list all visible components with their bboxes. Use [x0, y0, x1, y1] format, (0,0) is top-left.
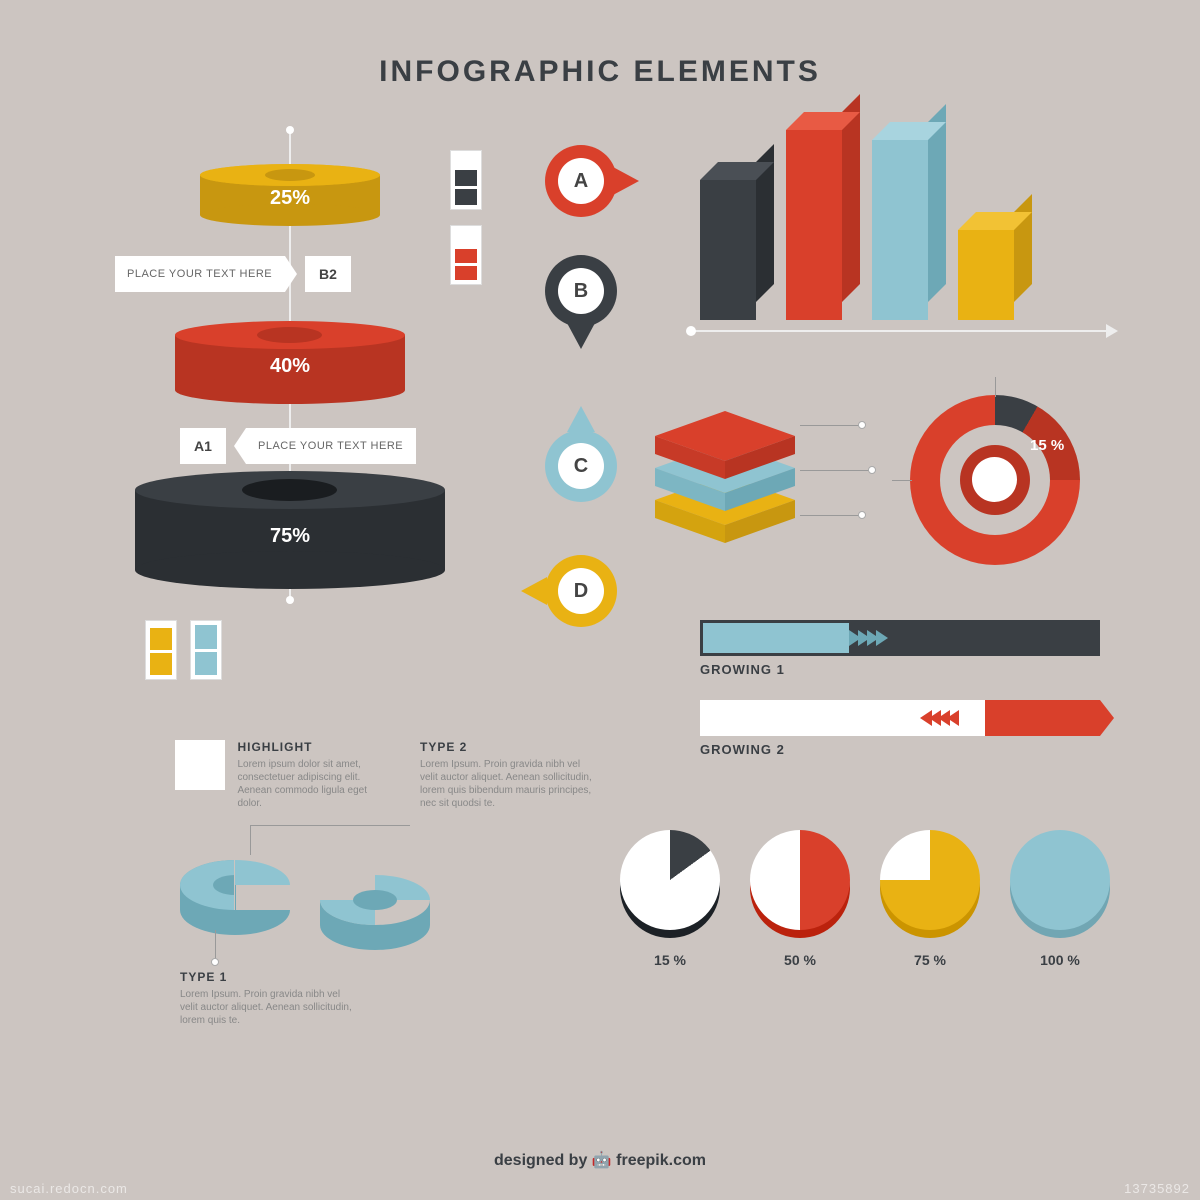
- iso-layers: [655, 405, 835, 570]
- progress-1-label: GROWING 1: [700, 662, 1100, 677]
- leader-2: [800, 470, 870, 471]
- radial-chart: 15 %: [910, 395, 1080, 565]
- radial-label: 15 %: [1030, 437, 1064, 454]
- watermark-right: 13735892: [1124, 1181, 1190, 1196]
- pie-1: 15 %: [620, 830, 720, 968]
- marker-d: D: [545, 555, 617, 627]
- marker-c: C: [545, 430, 617, 502]
- pointer-a1-text: PLACE YOUR TEXT HERE: [246, 428, 416, 464]
- type1-block: TYPE 1 Lorem Ipsum. Proin gravida nibh v…: [180, 970, 360, 1027]
- bar-2: [786, 130, 860, 320]
- minirect-4: [190, 620, 222, 680]
- minirect-2: [450, 225, 482, 285]
- disc-2-label: 40%: [175, 355, 405, 378]
- leader-1-dot: [858, 421, 866, 429]
- progress-2: GROWING 2: [700, 700, 1100, 757]
- bar-1: [700, 180, 774, 320]
- minirect-3: [145, 620, 177, 680]
- pie-2: 50 %: [750, 830, 850, 968]
- split-donut: [180, 840, 440, 985]
- type1-title: TYPE 1: [180, 970, 360, 984]
- pointer-b2-tag: B2: [305, 256, 351, 292]
- type2-body: Lorem Ipsum. Proin gravida nibh vel veli…: [420, 758, 600, 810]
- bar-axis-arrow: [1106, 324, 1118, 338]
- bar-4: [958, 230, 1032, 320]
- sd-leader-2-dot: [211, 958, 219, 966]
- leader-3-dot: [858, 511, 866, 519]
- bar-3: [872, 140, 946, 320]
- sd-leader-1b: [250, 825, 410, 826]
- watermark-left: sucai.redocn.com: [10, 1181, 128, 1196]
- minirect-1: [450, 150, 482, 210]
- highlight-block: HIGHLIGHT Lorem ipsum dolor sit amet, co…: [175, 740, 377, 810]
- bar-axis-dot-l: [686, 326, 696, 336]
- type2-title: TYPE 2: [420, 740, 600, 754]
- highlight-title: HIGHLIGHT: [237, 740, 377, 754]
- pointer-b2-text: PLACE YOUR TEXT HERE: [115, 256, 285, 292]
- pie-4: 100 %: [1010, 830, 1110, 968]
- bar-axis: [690, 330, 1110, 332]
- pin-dot-bottom: [286, 596, 294, 604]
- pointer-a1-tag: A1: [180, 428, 226, 464]
- progress-2-label: GROWING 2: [700, 742, 1100, 757]
- page-title: INFOGRAPHIC ELEMENTS: [0, 0, 1200, 89]
- leader-1: [800, 425, 860, 426]
- pin-dot-top: [286, 126, 294, 134]
- marker-a: A: [545, 145, 617, 217]
- progress-1: GROWING 1: [700, 620, 1100, 677]
- sd-leader-2: [215, 930, 216, 960]
- type1-body: Lorem Ipsum. Proin gravida nibh vel veli…: [180, 988, 360, 1027]
- sd-leader-1: [250, 825, 251, 855]
- highlight-body: Lorem ipsum dolor sit amet, consectetuer…: [237, 758, 377, 810]
- pie-3: 75 %: [880, 830, 980, 968]
- leader-3: [800, 515, 860, 516]
- disc-3-label: 75%: [135, 525, 445, 548]
- type2-block: TYPE 2 Lorem Ipsum. Proin gravida nibh v…: [420, 740, 600, 810]
- credit-line: designed by 🤖 freepik.com: [0, 1150, 1200, 1170]
- disc-1-label: 25%: [200, 187, 380, 210]
- leader-2-dot: [868, 466, 876, 474]
- marker-b: B: [545, 255, 617, 327]
